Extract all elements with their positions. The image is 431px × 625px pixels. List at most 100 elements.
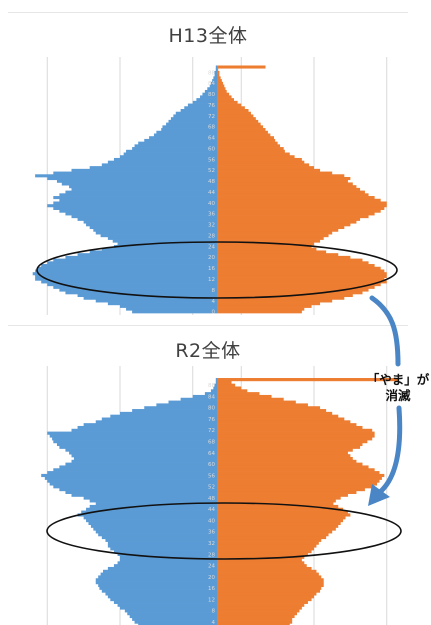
- age-tick-label: 48: [208, 179, 215, 185]
- bar-male-age-86: [213, 76, 217, 80]
- bar-male-age-80: [202, 92, 217, 96]
- bar-male-age-6: [129, 614, 217, 619]
- bar-male-age-25: [117, 561, 217, 565]
- bar-male-age-87: [213, 386, 217, 390]
- bar-male-age-19: [53, 258, 217, 262]
- bar-female-age-61: [217, 459, 357, 463]
- bar-male-age-37: [59, 209, 217, 213]
- bar-female-age-17: [217, 583, 324, 588]
- bar-male-age-14: [32, 272, 218, 276]
- bar-female-age-55: [217, 476, 382, 480]
- bar-male-age-7: [127, 612, 217, 616]
- age-tick-label: 60: [208, 462, 215, 468]
- bar-male-age-36: [65, 212, 217, 216]
- bar-female-age-10: [217, 603, 305, 607]
- bar-female-age-60: [217, 462, 363, 466]
- bar-female-age-39: [217, 204, 387, 208]
- bar-female-age-59: [217, 149, 285, 153]
- age-tick-label: 60: [208, 146, 215, 152]
- bar-male-age-58: [53, 468, 217, 472]
- bar-female-age-86: [217, 76, 221, 80]
- bar-female-age-38: [217, 206, 385, 210]
- bar-male-age-60: [132, 147, 217, 151]
- bar-female-age-35: [217, 533, 329, 537]
- bar-male-age-18: [95, 581, 217, 585]
- bar-female-age-12: [217, 597, 312, 602]
- bar-male-age-48: [56, 179, 218, 183]
- age-tick-label: 80: [208, 92, 215, 98]
- bar-male-age-52: [71, 168, 217, 172]
- bar-female-age-75: [217, 420, 351, 424]
- bar-male-age-20: [98, 575, 217, 579]
- bar-female-age-67: [217, 442, 363, 447]
- bar-male-age-47: [61, 182, 217, 186]
- bar-male-age-87: [214, 73, 217, 77]
- bar-female-age-90: [217, 65, 266, 69]
- bar-female-age-40: [217, 201, 387, 205]
- bar-male-age-23: [101, 247, 217, 251]
- bar-male-age-14: [105, 592, 217, 596]
- bar-male-age-17: [98, 583, 217, 588]
- bar-male-age-62: [138, 141, 217, 145]
- bar-male-age-53: [89, 166, 217, 170]
- bar-female-age-66: [217, 445, 361, 449]
- bar-male-age-29: [113, 550, 217, 554]
- bar-female-age-7: [217, 291, 363, 295]
- bar-female-age-89: [217, 68, 219, 72]
- age-tick-label: 32: [208, 223, 215, 229]
- bar-female-age-76: [217, 417, 345, 421]
- bar-male-age-37: [93, 527, 217, 531]
- bar-female-age-12: [217, 277, 385, 281]
- age-tick-label: 56: [208, 157, 215, 163]
- bar-female-age-82: [217, 400, 296, 404]
- age-tick-label: 88: [208, 383, 215, 389]
- age-tick-label: 76: [208, 103, 215, 109]
- bar-male-age-11: [113, 600, 217, 604]
- bar-female-age-40: [217, 519, 344, 523]
- bar-male-age-83: [180, 397, 217, 401]
- bar-male-age-67: [161, 128, 217, 132]
- bar-female-age-48: [217, 179, 348, 183]
- bar-female-age-60: [217, 147, 284, 151]
- bar-male-age-90: [215, 378, 217, 382]
- bar-male-age-39: [88, 521, 217, 526]
- bar-female-age-29: [217, 231, 333, 235]
- bar-male-age-12: [35, 277, 217, 281]
- bar-male-age-88: [214, 70, 217, 74]
- bar-male-age-89: [215, 380, 217, 385]
- bar-female-age-46: [217, 185, 357, 189]
- bar-female-age-0: [217, 310, 302, 314]
- age-tick-label: 40: [208, 518, 215, 524]
- bar-male-age-32: [107, 541, 217, 545]
- bar-female-age-56: [217, 473, 385, 478]
- bar-female-age-90: [217, 378, 399, 382]
- bar-male-age-9: [120, 606, 217, 610]
- bar-female-age-72: [217, 428, 373, 432]
- bar-female-age-16: [217, 586, 322, 590]
- bar-male-age-29: [95, 231, 217, 235]
- bar-male-age-6: [77, 293, 217, 298]
- bar-female-age-71: [217, 117, 256, 121]
- bar-female-age-81: [217, 89, 227, 94]
- bar-female-age-80: [217, 92, 230, 96]
- chart-title-r2: R2全体: [175, 340, 241, 362]
- bar-female-age-27: [217, 236, 324, 240]
- bar-female-age-47: [217, 499, 336, 503]
- bar-male-age-2: [120, 304, 217, 308]
- bar-female-age-77: [217, 414, 339, 418]
- bar-female-age-45: [217, 504, 339, 509]
- bar-female-age-76: [217, 103, 242, 107]
- bar-female-age-33: [217, 538, 322, 542]
- bar-female-age-10: [217, 283, 381, 287]
- bar-female-age-41: [217, 198, 381, 202]
- bar-female-age-62: [217, 141, 278, 145]
- bar-female-age-85: [217, 79, 222, 83]
- age-tick-label: 56: [208, 473, 215, 479]
- bar-female-age-64: [217, 451, 348, 455]
- age-tick-label: 72: [208, 428, 215, 434]
- bar-female-age-34: [217, 535, 327, 540]
- bar-female-age-28: [217, 234, 329, 238]
- bar-male-age-5: [132, 617, 217, 621]
- bar-female-age-24: [217, 564, 307, 568]
- bar-female-age-47: [217, 182, 353, 186]
